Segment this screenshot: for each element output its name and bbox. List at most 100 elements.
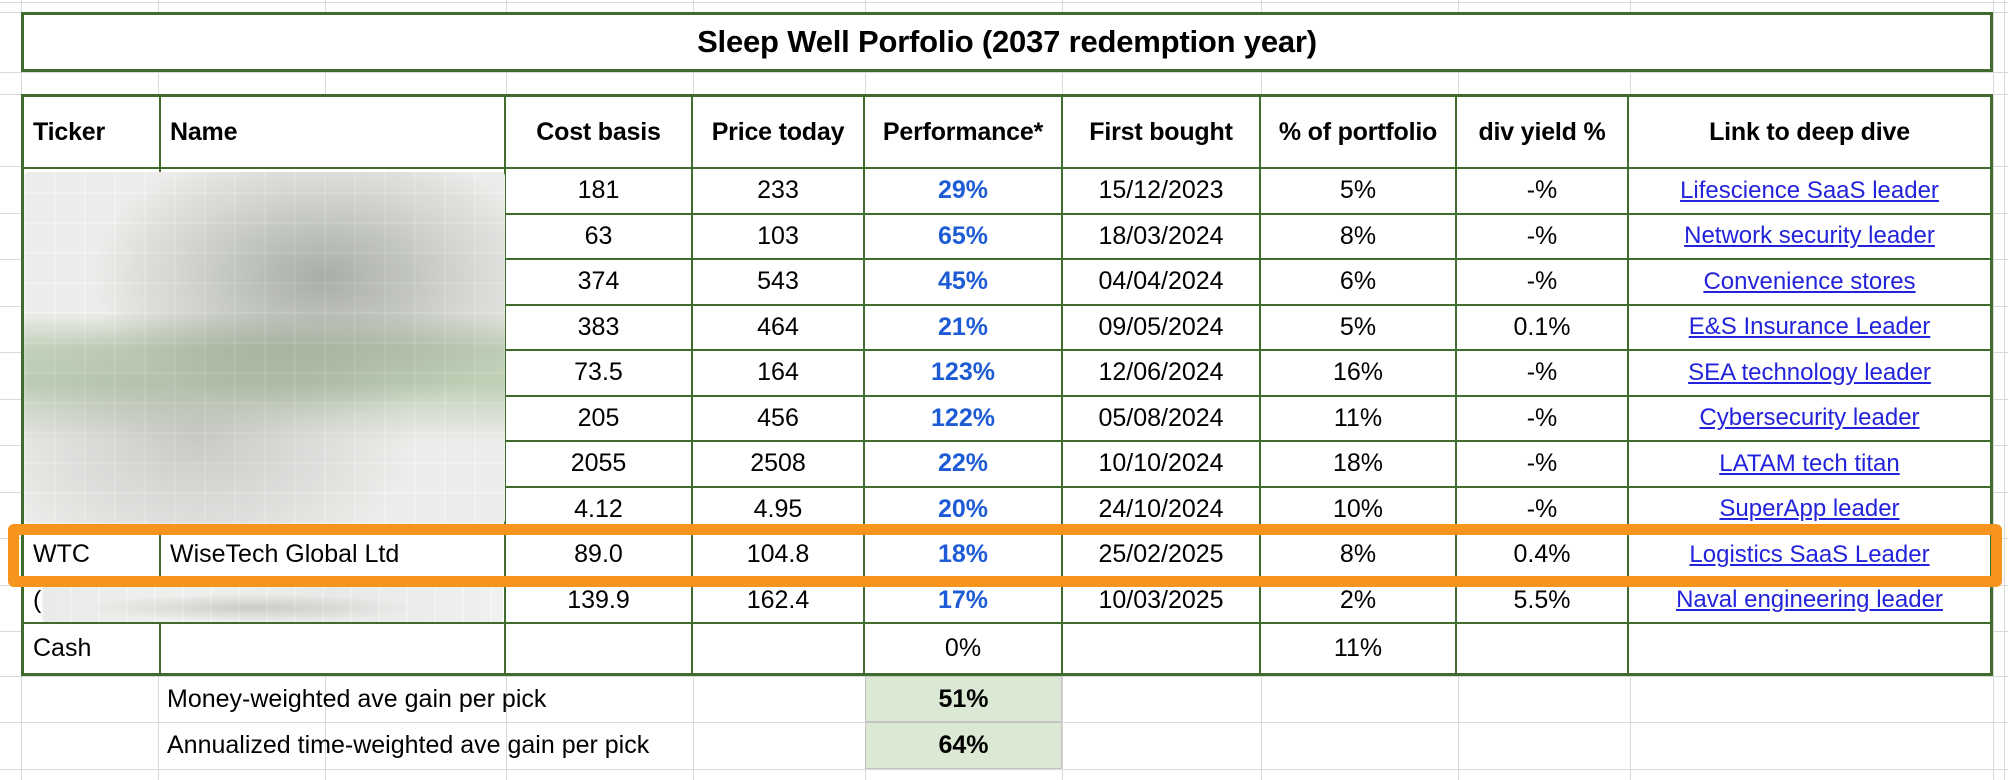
row-3-pct-portfolio-cell[interactable]: 6% xyxy=(1261,260,1457,306)
row-1-price-today-cell[interactable]: 233 xyxy=(693,169,865,215)
header-price-today-cell[interactable]: Price today xyxy=(693,97,865,169)
row-2-price-today-cell[interactable]: 103 xyxy=(693,214,865,260)
row-2-cost-basis-cell[interactable]: 63 xyxy=(506,214,693,260)
header-cost-basis-cell[interactable]: Cost basis xyxy=(506,97,693,169)
portfolio-title-cell[interactable]: Sleep Well Porfolio (2037 redemption yea… xyxy=(21,12,1993,72)
row-1-div-yield-cell[interactable]: -% xyxy=(1457,169,1629,215)
row-10-link-cell[interactable]: Naval engineering leader xyxy=(1629,579,1990,624)
row-1-performance-cell[interactable]: 29% xyxy=(865,169,1063,215)
row-6-cost-basis-cell[interactable]: 205 xyxy=(506,396,693,442)
deep-dive-link[interactable]: Logistics SaaS Leader xyxy=(1689,540,1930,568)
row-6-link-cell[interactable]: Cybersecurity leader xyxy=(1629,397,1990,442)
row-4-price-today-cell[interactable]: 464 xyxy=(693,305,865,351)
row-10-div-yield-cell[interactable]: 5.5% xyxy=(1457,578,1629,624)
summary-label-money-weighted[interactable]: Money-weighted ave gain per pick xyxy=(167,676,546,722)
row-10-price-today-cell[interactable]: 162.4 xyxy=(693,578,865,624)
row-3-performance-cell[interactable]: 45% xyxy=(865,260,1063,306)
cell-value: ( xyxy=(33,585,42,614)
row-7-pct-portfolio-cell[interactable]: 18% xyxy=(1261,442,1457,488)
row-1-pct-portfolio-cell[interactable]: 5% xyxy=(1261,169,1457,215)
row-cash-name-cell[interactable] xyxy=(161,624,506,673)
header-pct-portfolio-cell[interactable]: % of portfolio xyxy=(1261,97,1457,169)
row-5-div-yield-cell[interactable]: -% xyxy=(1457,351,1629,397)
row-2-div-yield-cell[interactable]: -% xyxy=(1457,214,1629,260)
header-label: % of portfolio xyxy=(1278,117,1438,146)
row-4-div-yield-cell[interactable]: 0.1% xyxy=(1457,305,1629,351)
row-4-link-cell[interactable]: E&S Insurance Leader xyxy=(1629,306,1990,351)
header-performance-cell[interactable]: Performance* xyxy=(865,97,1063,169)
row-cash-link-cell[interactable] xyxy=(1629,624,1990,673)
row-2-first-bought-cell[interactable]: 18/03/2024 xyxy=(1063,214,1261,260)
row-6-performance-cell[interactable]: 122% xyxy=(865,396,1063,442)
cell-value: 103 xyxy=(757,221,799,250)
cell-value: 162.4 xyxy=(746,585,810,614)
row-6-div-yield-cell[interactable]: -% xyxy=(1457,396,1629,442)
deep-dive-link[interactable]: Naval engineering leader xyxy=(1676,586,1943,614)
row-7-cost-basis-cell[interactable]: 2055 xyxy=(506,442,693,488)
summary-value-money-weighted[interactable]: 51% xyxy=(865,676,1062,722)
row-5-pct-portfolio-cell[interactable]: 16% xyxy=(1261,351,1457,397)
row-3-cost-basis-cell[interactable]: 374 xyxy=(506,260,693,306)
row-1-first-bought-cell[interactable]: 15/12/2023 xyxy=(1063,169,1261,215)
row-5-link-cell[interactable]: SEA technology leader xyxy=(1629,351,1990,397)
row-cash-cost-basis-cell[interactable] xyxy=(506,624,693,673)
row-7-first-bought-cell[interactable]: 10/10/2024 xyxy=(1063,442,1261,488)
row-10-cost-basis-cell[interactable]: 139.9 xyxy=(506,578,693,624)
deep-dive-link[interactable]: SEA technology leader xyxy=(1688,358,1931,386)
cell-value: -% xyxy=(1526,176,1558,205)
row-3-price-today-cell[interactable]: 543 xyxy=(693,260,865,306)
row-5-first-bought-cell[interactable]: 12/06/2024 xyxy=(1063,351,1261,397)
row-3-link-cell[interactable]: Convenience stores xyxy=(1629,260,1990,306)
row-cash-div-yield-cell[interactable] xyxy=(1457,624,1629,673)
row-cash-ticker-cell[interactable]: Cash xyxy=(24,624,161,673)
row-7-div-yield-cell[interactable]: -% xyxy=(1457,442,1629,488)
row-10-performance-cell[interactable]: 17% xyxy=(865,578,1063,624)
row-2-pct-portfolio-cell[interactable]: 8% xyxy=(1261,214,1457,260)
cell-value: WiseTech Global Ltd xyxy=(170,540,400,569)
row-3-first-bought-cell[interactable]: 04/04/2024 xyxy=(1063,260,1261,306)
cell-value: 11% xyxy=(1333,403,1383,432)
row-7-performance-cell[interactable]: 22% xyxy=(865,442,1063,488)
row-6-price-today-cell[interactable]: 456 xyxy=(693,396,865,442)
row-4-performance-cell[interactable]: 21% xyxy=(865,305,1063,351)
row-4-cost-basis-cell[interactable]: 383 xyxy=(506,305,693,351)
row-2-link-cell[interactable]: Network security leader xyxy=(1629,215,1990,260)
row-3-div-yield-cell[interactable]: -% xyxy=(1457,260,1629,306)
summary-value-text: 64% xyxy=(938,731,989,759)
header-first-bought-cell[interactable]: First bought xyxy=(1063,97,1261,169)
row-5-performance-cell[interactable]: 123% xyxy=(865,351,1063,397)
deep-dive-link[interactable]: Cybersecurity leader xyxy=(1699,404,1920,432)
deep-dive-link[interactable]: LATAM tech titan xyxy=(1719,449,1900,477)
row-5-price-today-cell[interactable]: 164 xyxy=(693,351,865,397)
row-2-performance-cell[interactable]: 65% xyxy=(865,214,1063,260)
cell-value: 123% xyxy=(931,358,995,387)
summary-label-time-weighted[interactable]: Annualized time-weighted ave gain per pi… xyxy=(167,722,649,769)
row-1-link-cell[interactable]: Lifescience SaaS leader xyxy=(1629,169,1990,215)
row-7-link-cell[interactable]: LATAM tech titan xyxy=(1629,442,1990,488)
row-4-pct-portfolio-cell[interactable]: 5% xyxy=(1261,305,1457,351)
gridline-vertical xyxy=(2004,0,2005,780)
row-cash-price-today-cell[interactable] xyxy=(693,624,865,673)
row-6-pct-portfolio-cell[interactable]: 11% xyxy=(1261,396,1457,442)
row-cash-performance-cell[interactable]: 0% xyxy=(865,624,1063,673)
row-10-name-cell[interactable] xyxy=(161,578,506,624)
row-6-first-bought-cell[interactable]: 05/08/2024 xyxy=(1063,396,1261,442)
row-5-cost-basis-cell[interactable]: 73.5 xyxy=(506,351,693,397)
row-cash-pct-portfolio-cell[interactable]: 11% xyxy=(1261,624,1457,673)
deep-dive-link[interactable]: SuperApp leader xyxy=(1719,495,1900,523)
header-name-cell[interactable]: Name xyxy=(161,97,506,169)
header-link-cell[interactable]: Link to deep dive xyxy=(1629,97,1990,169)
row-10-pct-portfolio-cell[interactable]: 2% xyxy=(1261,578,1457,624)
row-cash-first-bought-cell[interactable] xyxy=(1063,624,1261,673)
row-10-first-bought-cell[interactable]: 10/03/2025 xyxy=(1063,578,1261,624)
deep-dive-link[interactable]: E&S Insurance Leader xyxy=(1688,313,1931,341)
row-4-first-bought-cell[interactable]: 09/05/2024 xyxy=(1063,305,1261,351)
row-7-price-today-cell[interactable]: 2508 xyxy=(693,442,865,488)
summary-value-time-weighted[interactable]: 64% xyxy=(865,722,1062,769)
deep-dive-link[interactable]: Lifescience SaaS leader xyxy=(1680,176,1939,204)
row-1-cost-basis-cell[interactable]: 181 xyxy=(506,169,693,215)
deep-dive-link[interactable]: Convenience stores xyxy=(1703,267,1916,295)
header-ticker-cell[interactable]: Ticker xyxy=(24,97,161,169)
header-div-yield-cell[interactable]: div yield % xyxy=(1457,97,1629,169)
deep-dive-link[interactable]: Network security leader xyxy=(1684,222,1935,250)
